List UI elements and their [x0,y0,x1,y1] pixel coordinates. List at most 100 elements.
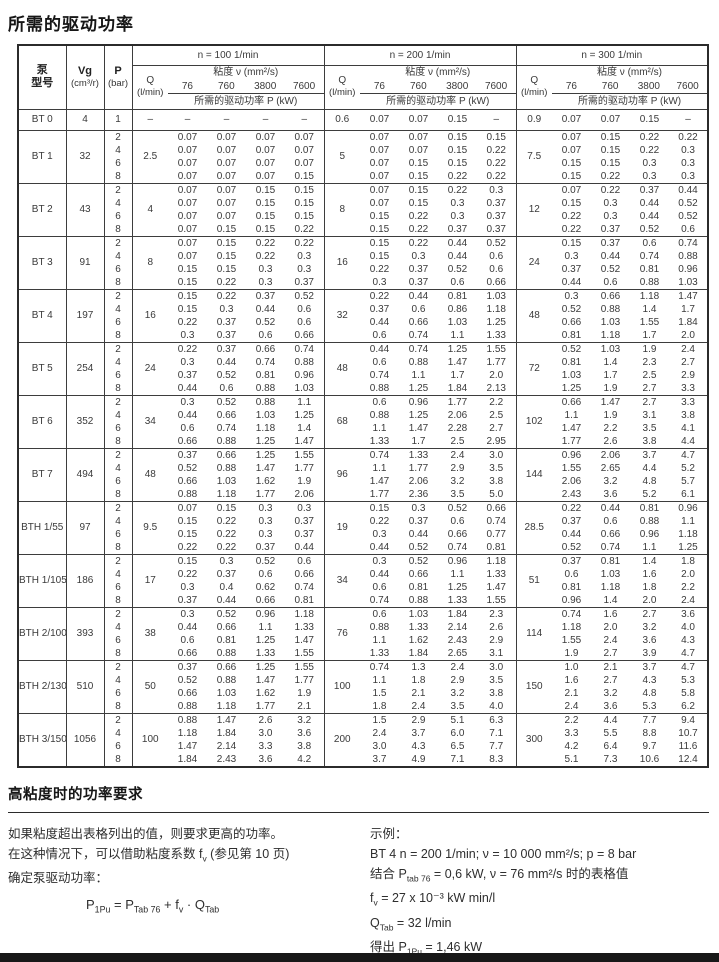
vg-cell: 352 [65,394,104,448]
power-value-cell: 0.15 [399,182,438,197]
power-value-cell: 0.74 [360,447,399,462]
vg-cell: 197 [65,288,104,342]
flow-cell: 50 [131,659,168,713]
power-table-body: BT 0 4 1– – – – –0.6 0.07 0.07 0.15–0.9 0.07 0.07 0.… [18,108,709,767]
power-value-cell: 0.07 [177,223,198,235]
power-value-cell: 1.03 [216,475,237,487]
power-value-cell: 0.15 [255,210,276,222]
flow-cell: 34 [323,553,360,607]
flow-cell: 0.6 [323,108,360,130]
power-value-cell: 1.18 [600,329,621,341]
power-value-cell: 0.3 [180,581,195,593]
power-value-cell: 1.55 [639,316,660,328]
power-value-cell: 0.74 [669,235,709,250]
table-row: 6 0.3 0.4 0.62 0.74 0.6 0.81 1.25 1.47 0.81 1.18 1.… [18,580,708,594]
power-value-cell: 0.22 [216,515,237,527]
viscosity-values: 76 760 3800 7600 [168,80,324,93]
viscosity-760: 760 [217,80,235,92]
power-value-cell: – [246,108,285,130]
power-value-cell: 0.6 [411,303,426,315]
power-value-cell: 0.07 [255,157,276,169]
pump-model-cell: BT 1 [18,129,66,183]
table-row: 8 0.37 0.44 0.66 0.81 0.74 0.88 1.33 1.55 0.96 1.4… [18,593,708,607]
table-row: 8 0.88 1.18 1.77 2.1 1.8 2.4 3.5 4.0 2.4 3.6 5.3 6.2 [18,699,708,713]
power-value-cell: 0.74 [294,581,314,593]
power-value-cell: 1.03 [561,369,582,381]
table-row: 4 0.44 0.66 1.03 1.25 0.88 1.25 2.06 2.5 1.1 1.9 3.… [18,408,708,422]
power-value-cell: 0.44 [639,197,660,209]
text-line: 如果粘度超出表格列出的值，则要求更高的功率。 [8,826,284,841]
power-value-cell: 2.9 [450,674,465,686]
page-footer-bar [0,952,719,962]
power-value-cell: 3.8 [297,740,312,752]
flow-cell: 68 [323,394,360,448]
power-value-cell: 3.2 [450,687,465,699]
power-value-cell: 12.4 [678,753,698,765]
power-value-cell: 4.3 [411,740,426,752]
pump-label: 泵 [36,64,48,77]
power-value-cell: 2.3 [642,356,657,368]
pressure-cell: 2 [103,182,132,197]
power-value-cell: 0.3 [297,263,312,275]
power-value-cell: 2.65 [447,647,468,659]
power-value-cell: 2.5 [489,409,504,421]
power-value-cell: 0.07 [255,144,276,156]
power-value-cell: 1.33 [369,647,390,659]
power-value-cell: 1.03 [216,687,237,699]
power-value-cell: 2.0 [489,369,504,381]
text-line: 结合 Ptab 76 = 0,6 kW, ν = 76 mm²/s 时的表格值 [370,866,629,884]
power-value-cell: 0.6 [297,303,312,315]
power-value-cell: 0.81 [486,541,506,553]
table-row: 6 0.37 0.52 0.81 0.96 0.74 1.1 1.7 2.0 1.03 1.7 2.5… [18,368,708,382]
power-value-cell: 0.6 [372,581,387,593]
power-value-cell: 1.33 [369,435,390,447]
power-value-cell: 0.15 [591,129,630,144]
power-value-cell: 1.18 [600,581,621,593]
power-value-cell: 1.47 [447,356,468,368]
table-row: BT 0 4 1– – – – –0.6 0.07 0.07 0.15–0.9 0.07 0.07 0.… [18,108,709,130]
power-value-cell: 0.44 [177,382,198,394]
drive-power-formula: P1Pu = PTab 76 + fv · QTab [86,897,220,915]
pump-model-cell: BT 3 [18,235,66,289]
flow-cell: 48 [515,288,552,342]
power-value-cell: 0.6 [681,223,695,235]
power-value-cell: 0.6 [603,515,618,527]
power-value-cell: 0.81 [561,356,582,368]
power-value-cell: 4.1 [681,422,695,434]
power-value-cell: 0.15 [177,528,198,540]
power-value-cell: 0.37 [486,223,506,235]
power-value-cell: 0.88 [639,276,660,288]
table-row: 4 0.07 0.07 0.15 0.15 0.07 0.15 0.3 0.37 0.15 0.3 0… [18,196,708,210]
viscosity-label: 粘度 ν (mm²/s) [597,66,663,78]
power-value-cell: 0.22 [600,170,621,182]
power-value-cell: 2.06 [294,488,314,500]
pressure-cell: 2 [103,659,132,674]
power-value-cell: 0.07 [216,170,237,182]
power-value-cell: 5.1 [564,753,579,765]
power-value-cell: 4.3 [681,634,695,646]
power-value-cell: 0.52 [177,674,198,686]
power-value-cell: 0.74 [408,329,429,341]
text-line: 确定泵驱动功率： [8,871,109,885]
power-value-cell: 3.7 [630,659,669,674]
power-value-cell: 1.55 [294,647,314,659]
power-value-cell: 0.37 [561,515,582,527]
power-value-cell: 2.9 [399,712,438,727]
power-value-cell: 0.3 [168,394,207,409]
power-value-cell: – [285,108,324,130]
power-value-cell: 0.07 [561,144,582,156]
notes-columns: 如果粘度超出表格列出的值，则要求更高的功率。 在这种情况下，可以借助粘度系数 fv… [8,824,709,962]
power-value-cell: 1.25 [408,382,429,394]
table-row: 4 0.3 0.44 0.74 0.88 0.6 0.88 1.47 1.77 0.81 1.4 2.… [18,355,708,369]
power-value-cell: 1.03 [255,409,276,421]
vg-cell: 97 [65,500,104,554]
vg-cell: 32 [65,129,104,183]
pressure-cell: 2 [103,341,132,356]
power-value-cell: 3.6 [603,488,618,500]
power-value-cell: 2.14 [216,740,237,752]
power-value-cell: 0.66 [294,329,314,341]
power-value-cell: 0.74 [255,356,276,368]
flow-cell: 114 [515,606,552,660]
power-value-cell: 0.66 [177,687,198,699]
power-value-cell: 3.2 [603,475,618,487]
